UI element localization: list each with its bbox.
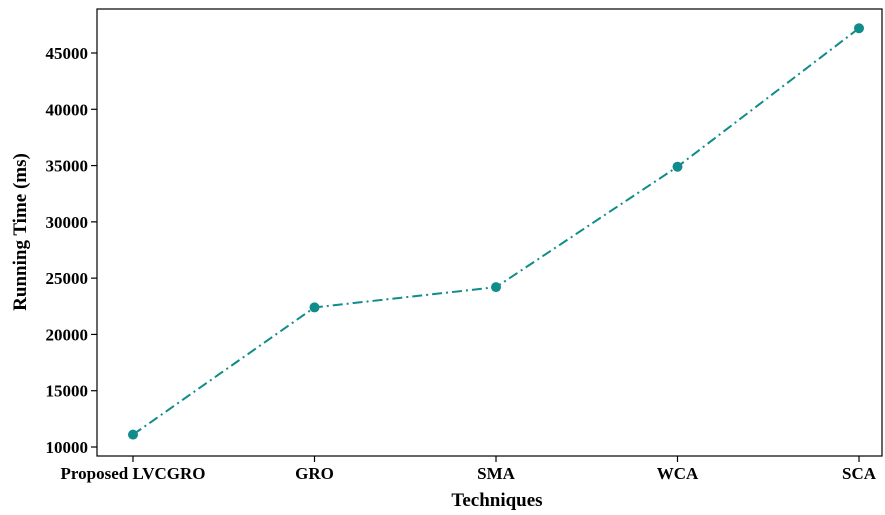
x-axis-label: Techniques — [451, 490, 542, 511]
series-layer — [128, 23, 864, 440]
y-tick-label: 35000 — [46, 157, 89, 176]
x-tick-label: SCA — [842, 464, 877, 483]
y-axis: 10000 15000 20000 25000 30000 35000 40000 45000 — [46, 44, 97, 457]
x-tick-label: WCA — [657, 464, 699, 483]
data-point — [672, 161, 683, 172]
x-tick-label: SMA — [477, 464, 516, 483]
y-tick-label: 30000 — [46, 213, 89, 232]
data-point — [491, 282, 501, 293]
y-tick-label: 10000 — [46, 438, 89, 457]
y-tick-label: 20000 — [46, 325, 89, 344]
y-tick-label: 40000 — [46, 100, 89, 119]
data-point — [854, 23, 864, 34]
series-line — [132, 27, 860, 436]
plot-frame — [96, 8, 883, 457]
x-tick-label: GRO — [295, 464, 334, 483]
x-tick-label: Proposed LVCGRO — [61, 464, 206, 483]
data-point — [309, 302, 320, 313]
y-axis-label: Running Time (ms) — [10, 153, 31, 311]
x-axis: Proposed LVCGRO GRO SMA WCA SCA — [61, 456, 877, 483]
y-tick-label: 25000 — [46, 269, 89, 288]
data-point — [128, 429, 138, 440]
y-tick-label: 45000 — [46, 44, 89, 63]
y-tick-label: 15000 — [46, 382, 89, 401]
